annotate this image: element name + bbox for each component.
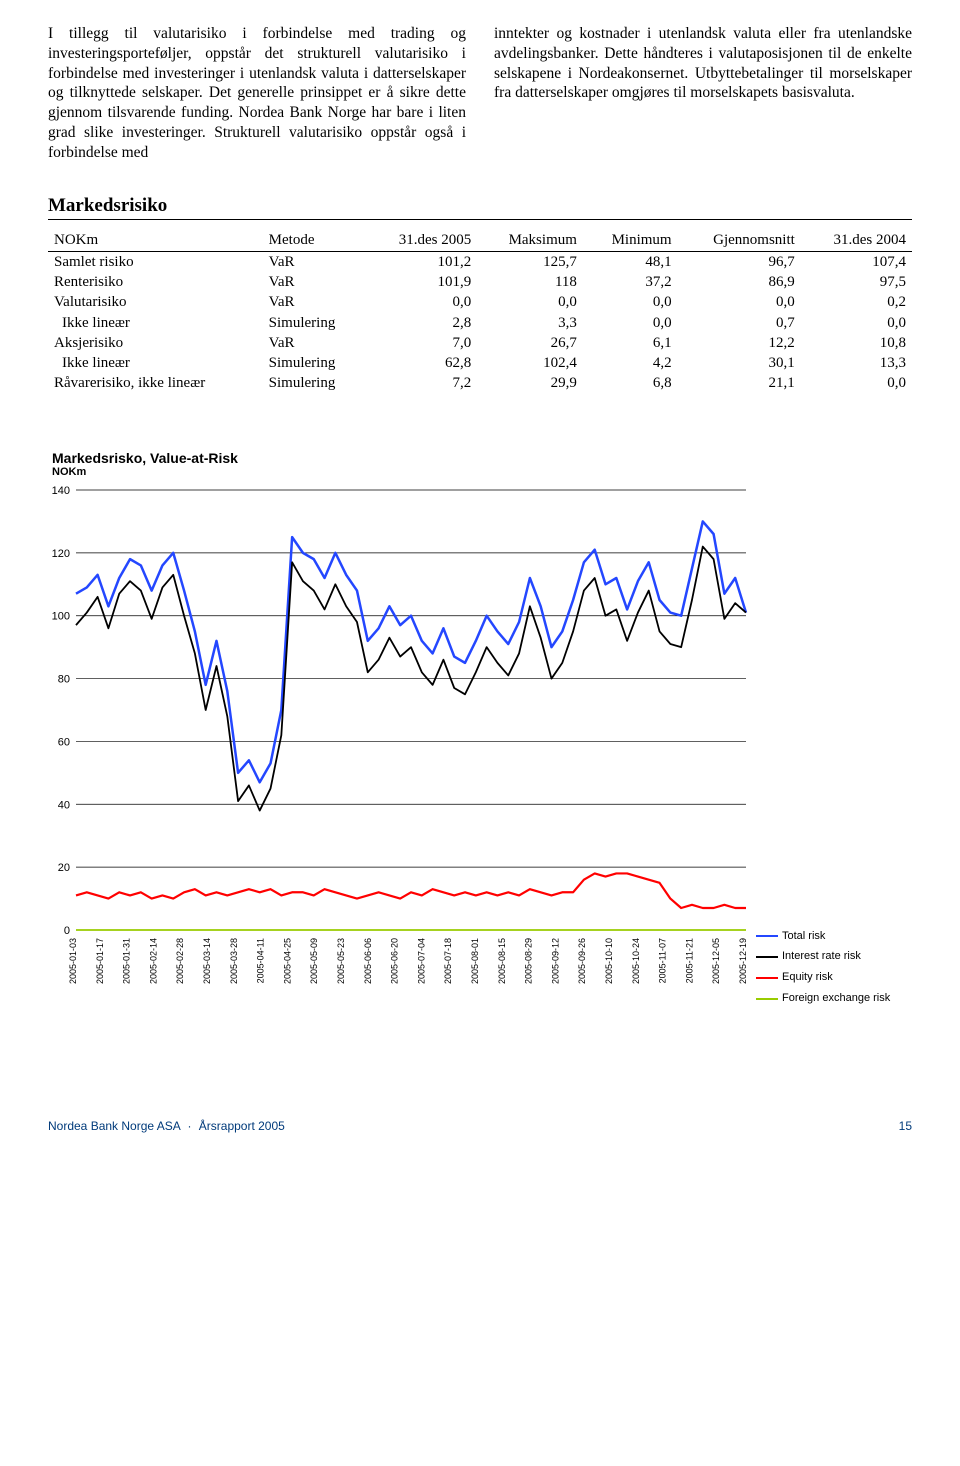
svg-text:2005-06-20: 2005-06-20	[390, 938, 400, 984]
svg-text:20: 20	[58, 862, 70, 874]
svg-text:2005-12-19: 2005-12-19	[738, 938, 748, 984]
svg-text:2005-07-04: 2005-07-04	[416, 938, 426, 984]
svg-text:2005-04-11: 2005-04-11	[256, 938, 266, 983]
svg-text:2005-03-14: 2005-03-14	[202, 938, 212, 984]
svg-text:2005-11-21: 2005-11-21	[684, 938, 694, 983]
table-header: Maksimum	[477, 230, 583, 252]
legend-item: Equity risk	[756, 967, 890, 988]
svg-text:2005-04-25: 2005-04-25	[282, 938, 292, 984]
svg-text:120: 120	[52, 547, 70, 559]
table-header: 31.des 2004	[801, 230, 912, 252]
svg-text:100: 100	[52, 610, 70, 622]
table-row: RenterisikoVaR101,911837,286,997,5	[48, 272, 912, 292]
footer-left: Nordea Bank Norge ASA · Årsrapport 2005	[48, 1119, 285, 1133]
table-row: Samlet risikoVaR101,2125,748,196,7107,4	[48, 251, 912, 272]
svg-text:2005-11-07: 2005-11-07	[658, 938, 668, 983]
series-equity-risk	[76, 873, 746, 908]
svg-text:2005-10-10: 2005-10-10	[604, 938, 614, 984]
table-header: Gjennomsnitt	[678, 230, 801, 252]
svg-text:2005-02-14: 2005-02-14	[148, 938, 158, 984]
svg-text:2005-06-06: 2005-06-06	[363, 938, 373, 984]
svg-text:140: 140	[52, 485, 70, 497]
svg-text:2005-01-31: 2005-01-31	[122, 938, 132, 984]
table-header: Metode	[263, 230, 366, 252]
table-header: Minimum	[583, 230, 678, 252]
section-title: Markedsrisiko	[48, 195, 912, 220]
svg-text:40: 40	[58, 799, 70, 811]
svg-text:2005-02-28: 2005-02-28	[175, 938, 185, 984]
footer-page-number: 15	[899, 1119, 912, 1133]
table-row: AksjerisikoVaR7,026,76,112,210,8	[48, 333, 912, 353]
table-row: Ikke lineærSimulering2,83,30,00,70,0	[48, 313, 912, 333]
table-header: NOKm	[48, 230, 263, 252]
svg-text:0: 0	[64, 925, 70, 937]
table-header: 31.des 2005	[366, 230, 477, 252]
svg-text:2005-10-24: 2005-10-24	[631, 938, 641, 984]
var-chart: 0 20 40 60 80 100 120 140 2005-01-03 2005-01-17 20…	[48, 484, 750, 1000]
svg-text:2005-03-28: 2005-03-28	[229, 938, 239, 984]
svg-text:2005-07-18: 2005-07-18	[443, 938, 453, 984]
risk-table: NOKmMetode31.des 2005MaksimumMinimumGjen…	[48, 230, 912, 394]
svg-text:80: 80	[58, 673, 70, 685]
svg-text:2005-01-17: 2005-01-17	[95, 938, 105, 984]
chart-subtitle: NOKm	[52, 466, 912, 478]
legend-item: Foreign exchange risk	[756, 988, 890, 1009]
right-column-text: inntekter og kostnader i utenlandsk valu…	[494, 24, 912, 163]
chart-legend: Total riskInterest rate riskEquity riskF…	[756, 924, 890, 1010]
svg-text:2005-05-09: 2005-05-09	[309, 938, 319, 984]
svg-text:2005-05-23: 2005-05-23	[336, 938, 346, 984]
table-row: ValutarisikoVaR0,00,00,00,00,2	[48, 292, 912, 312]
svg-text:60: 60	[58, 736, 70, 748]
series-total-risk	[76, 521, 746, 782]
svg-text:2005-12-05: 2005-12-05	[711, 938, 721, 984]
table-row: Ikke lineærSimulering62,8102,44,230,113,…	[48, 353, 912, 373]
svg-text:2005-09-26: 2005-09-26	[577, 938, 587, 984]
intro-paragraphs: I tillegg til valutarisiko i forbindelse…	[48, 24, 912, 163]
chart-wrap: 0 20 40 60 80 100 120 140 2005-01-03 2005-01-17 20…	[48, 484, 912, 1010]
svg-text:2005-01-03: 2005-01-03	[68, 938, 78, 984]
svg-text:2005-08-01: 2005-08-01	[470, 938, 480, 984]
page-footer: Nordea Bank Norge ASA · Årsrapport 2005 …	[48, 1119, 912, 1157]
legend-item: Interest rate risk	[756, 946, 890, 967]
svg-text:2005-08-15: 2005-08-15	[497, 938, 507, 984]
table-row: Råvarerisiko, ikke lineærSimulering7,229…	[48, 373, 912, 393]
legend-item: Total risk	[756, 926, 890, 947]
svg-text:2005-09-12: 2005-09-12	[550, 938, 560, 984]
svg-text:2005-08-29: 2005-08-29	[524, 938, 534, 984]
left-column-text: I tillegg til valutarisiko i forbindelse…	[48, 24, 466, 163]
chart-title: Markedsrisko, Value-at-Risk	[52, 450, 912, 466]
